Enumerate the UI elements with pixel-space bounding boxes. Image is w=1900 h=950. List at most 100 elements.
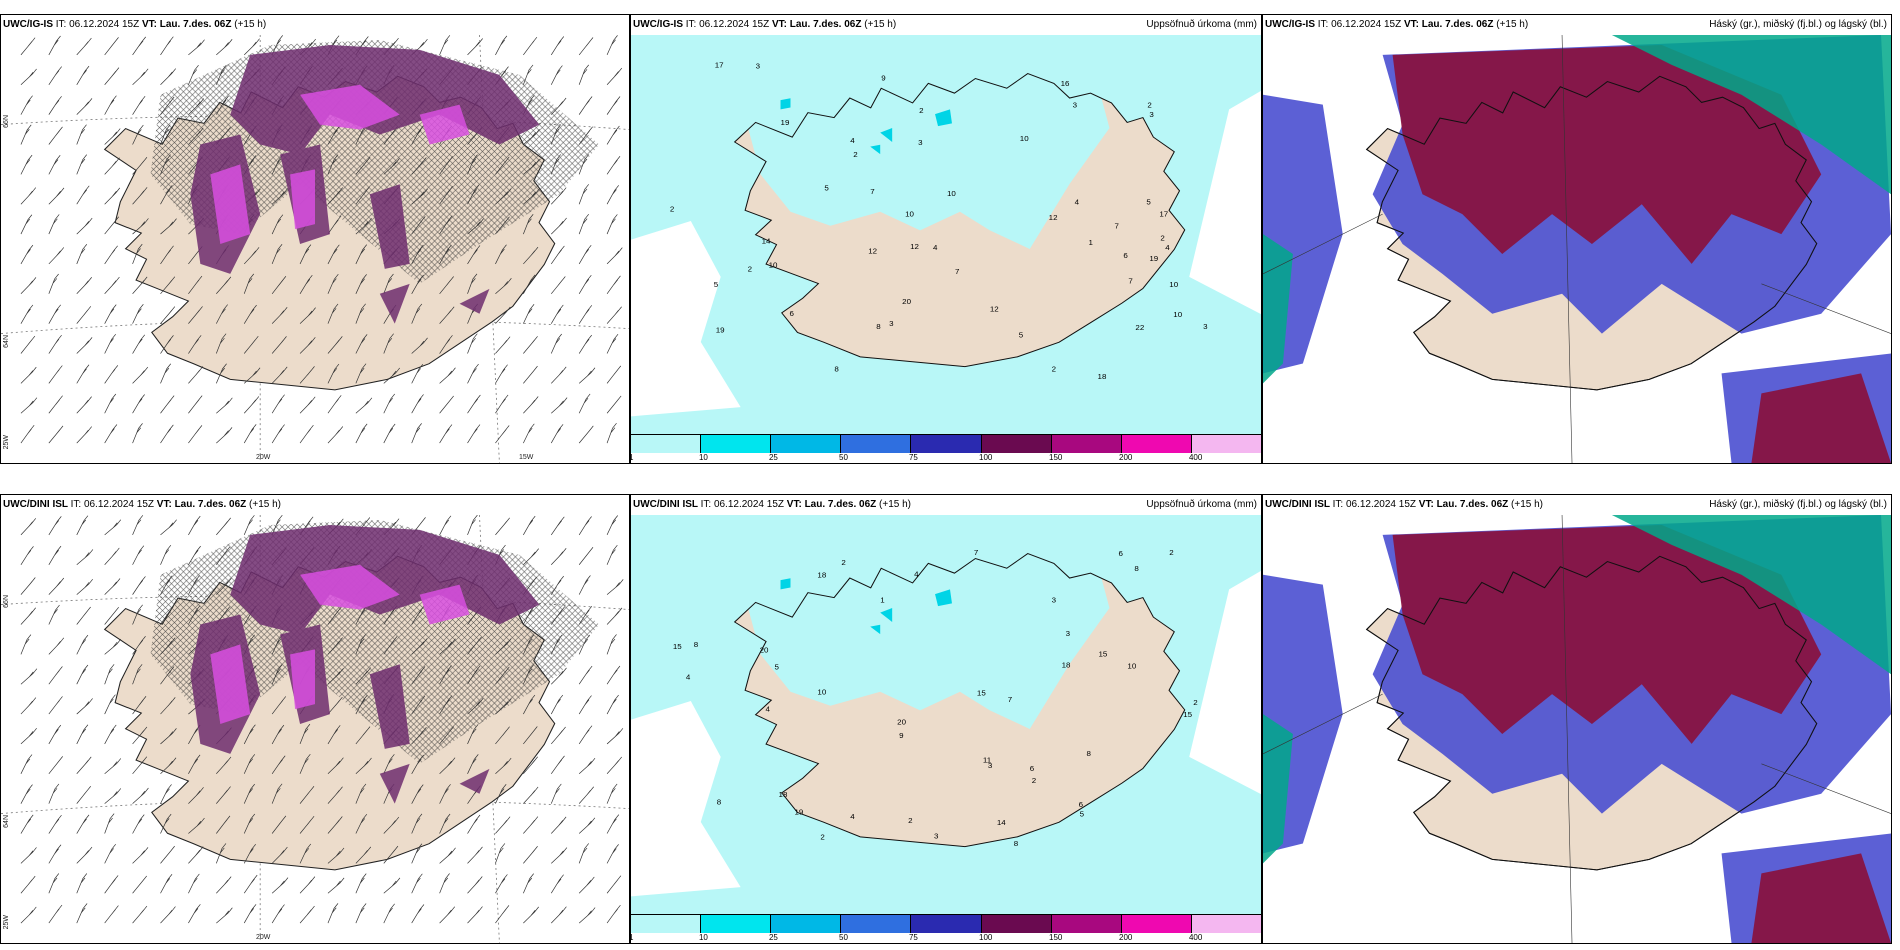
precip-value-label: 12 — [1049, 213, 1058, 222]
colorbar-swatch — [1051, 915, 1122, 933]
map-area[interactable]: 10 17 12 12 7 22 19 14 17 16 10 12 20 19 6 12 19 18 7 8 10 10… — [631, 35, 1261, 435]
model-name: UWC/IG-IS — [633, 19, 686, 30]
map-area[interactable]: 66N 64N 25W 20W — [1, 515, 629, 943]
precip-value-label: 17 — [715, 61, 724, 70]
wind-map — [1, 515, 629, 943]
precip-value-label: 19 — [716, 326, 725, 335]
precip-colorbar: 1 10 25 50 75 100 150 200 400 — [631, 914, 1261, 943]
precip-value-label: 5 — [1080, 810, 1084, 819]
precip-value-label: 3 — [756, 62, 760, 71]
colorbar-label: 200 — [1119, 453, 1133, 462]
colorbar-swatch — [911, 435, 982, 453]
colorbar-swatch — [841, 915, 912, 933]
precip-value-label: 3 — [1149, 110, 1153, 119]
valid-time: Lau. 7.des. 06Z — [174, 499, 250, 510]
valid-time: Lau. 7.des. 06Z — [804, 499, 880, 510]
precip-value-label: 4 — [1075, 198, 1080, 207]
map-area[interactable]: 66N 64N 25W 20W 15W — [1, 35, 629, 463]
precip-value-label: 8 — [1014, 839, 1018, 848]
precip-value-label: 3 — [1066, 629, 1070, 638]
model-name: UWC/IG-IS — [3, 19, 56, 30]
precip-value-label: 9 — [881, 74, 885, 83]
precip-value-label: 4 — [933, 243, 938, 252]
precip-value-label: 19 — [1149, 254, 1158, 263]
colorbar-label: 200 — [1119, 933, 1133, 942]
colorbar-label: 50 — [839, 933, 848, 942]
precip-value-label: 5 — [1146, 198, 1150, 207]
precip-values: 1017121272219141716101220196121918781010… — [670, 61, 1208, 381]
mid-cloud-layer — [1392, 44, 1891, 463]
map-area[interactable] — [1263, 515, 1891, 943]
colorbar-swatch — [1051, 435, 1122, 453]
field-description: Uppsöfnuð úrkoma (mm) — [1146, 19, 1257, 30]
map-area[interactable]: 8 18 18 20 15 14 15 10 9 19 8 15 20 11 18 6 4 8 8 10 6 3 2 5 7 3 4… — [631, 515, 1261, 915]
precip-value-label: 3 — [1052, 596, 1056, 605]
precip-value-label: 2 — [1052, 365, 1056, 374]
field-description: Háský (gr.), miðský (fj.bl.) og lágský (… — [1709, 19, 1887, 30]
precip-value-label: 7 — [1128, 277, 1132, 286]
precip-value-label: 5 — [824, 184, 828, 193]
panel-header: UWC/IG-IS IT: 06.12.2024 15Z VT: Lau. 7.… — [1263, 15, 1891, 35]
colorbar-label: 100 — [979, 933, 993, 942]
precip-value-label: 1 — [880, 596, 884, 605]
precip-value-label: 14 — [762, 237, 772, 246]
precip-value-label: 5 — [714, 280, 718, 289]
precip-value-label: 12 — [990, 305, 999, 314]
precip-value-label: 18 — [817, 571, 826, 580]
panel-header: UWC/DINI ISL IT: 06.12.2024 15Z VT: Lau.… — [631, 495, 1261, 515]
panel-header: UWC/IG-IS IT: 06.12.2024 15Z VT: Lau. 7.… — [1, 15, 629, 35]
colorbar-label: 75 — [908, 933, 918, 942]
precip-value-label: 10 — [905, 210, 914, 219]
precip-value-label: 1 — [1089, 238, 1093, 247]
colorbar-swatch — [771, 435, 842, 453]
precip-value-label: 12 — [868, 247, 877, 256]
precip-value-label: 20 — [902, 297, 911, 306]
precip-colorbar: 1 10 25 50 75 100 150 200 400 — [631, 434, 1261, 463]
precip-value-label: 5 — [775, 663, 779, 672]
lead-time: (+15 h) — [1496, 19, 1529, 30]
valid-time: Lau. 7.des. 06Z — [159, 19, 235, 30]
precip-value-label: 10 — [947, 189, 956, 198]
valid-time: Lau. 7.des. 06Z — [1436, 499, 1512, 510]
precip-value-label: 22 — [1135, 323, 1144, 332]
precip-value-label: 15 — [1099, 650, 1108, 659]
precip-value-label: 6 — [789, 309, 793, 318]
precip-value-label: 2 — [841, 558, 845, 567]
high-cloud-layer — [1263, 35, 1891, 384]
precip-value-label: 3 — [988, 761, 992, 770]
model-name: UWC/DINI ISL — [1265, 499, 1333, 510]
precip-value-label: 2 — [908, 816, 912, 825]
panel-header: UWC/DINI ISL IT: 06.12.2024 15Z VT: Lau.… — [1, 495, 629, 515]
precip-value-label: 15 — [1183, 710, 1192, 719]
precip-value-label: 6 — [1030, 764, 1034, 773]
cloud-map — [1263, 35, 1891, 463]
colorbar-label: 100 — [979, 453, 993, 462]
it-label: IT: — [70, 499, 84, 510]
precip-value-label: 3 — [889, 319, 893, 328]
colorbar-swatch — [841, 435, 912, 453]
precip-value-label: 19 — [781, 118, 790, 127]
precip-value-label: 8 — [1134, 564, 1138, 573]
colorbar-label: 1 — [631, 453, 633, 462]
wind-map — [1, 35, 629, 463]
init-time: 06.12.2024 15Z — [69, 19, 142, 30]
colorbar-swatch — [1121, 435, 1192, 453]
colorbar-swatch — [701, 915, 772, 933]
cloud-map — [1263, 515, 1891, 943]
map-panel-p3: UWC/IG-IS IT: 06.12.2024 15Z VT: Lau. 7.… — [1262, 14, 1892, 464]
precip-value-label: 4 — [914, 570, 919, 579]
colorbar-label: 400 — [1188, 933, 1203, 942]
precip-value-label: 3 — [934, 832, 938, 841]
precip-value-label: 15 — [977, 689, 986, 698]
precip-value-label: 5 — [1019, 331, 1023, 340]
map-area[interactable] — [1263, 35, 1891, 463]
precip-value-label: 7 — [1114, 222, 1118, 231]
precip-value-label: 4 — [1165, 243, 1170, 252]
valid-time: Lau. 7.des. 06Z — [1421, 19, 1497, 30]
precip-value-label: 3 — [918, 138, 922, 147]
precip-value-label: 4 — [766, 705, 771, 714]
colorbar-label: 400 — [1188, 453, 1203, 462]
precip-value-label: 18 — [1098, 372, 1107, 381]
